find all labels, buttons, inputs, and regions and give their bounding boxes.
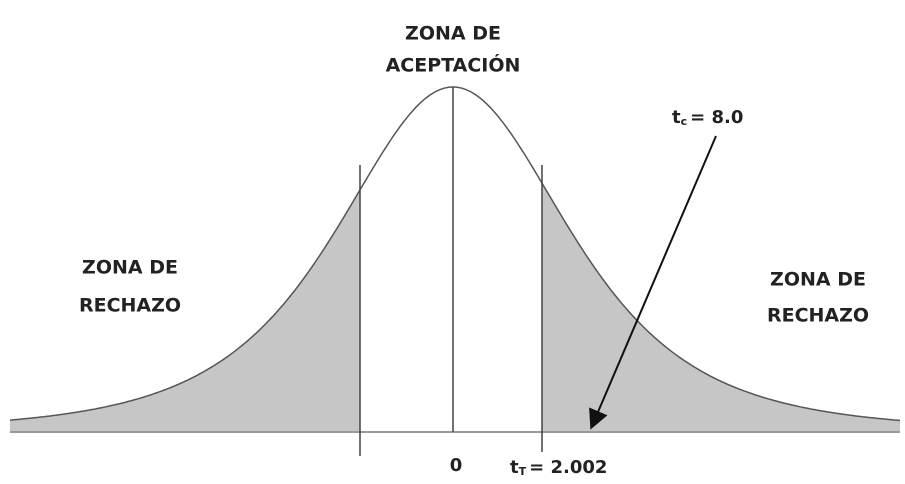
calculated-subscript: c (681, 115, 688, 128)
critical-subscript: T (519, 465, 527, 478)
distribution-curve (9, 86, 901, 432)
right-rejection-line1: ZONA DE (770, 269, 866, 291)
calculated-label: tc = 8.0 (672, 107, 743, 128)
acceptance-zone-line2: ACEPTACIÓN (386, 53, 521, 77)
right-rejection-area (542, 183, 900, 432)
critical-label: tT = 2.002 (510, 457, 607, 478)
left-rejection-line1: ZONA DE (82, 257, 178, 279)
acceptance-zone-line1: ZONA DE (405, 23, 501, 45)
arrow (589, 135, 717, 430)
curve (9, 86, 901, 422)
critical-value: = 2.002 (529, 457, 607, 478)
left-rejection-line2: RECHAZO (79, 295, 181, 317)
center-label: 0 (450, 455, 463, 476)
calculated-value: = 8.0 (690, 107, 743, 128)
right-rejection-line2: RECHAZO (767, 305, 869, 327)
calculated-symbol: t (672, 107, 681, 128)
critical-symbol: t (510, 457, 519, 478)
left-rejection-area (10, 189, 360, 432)
